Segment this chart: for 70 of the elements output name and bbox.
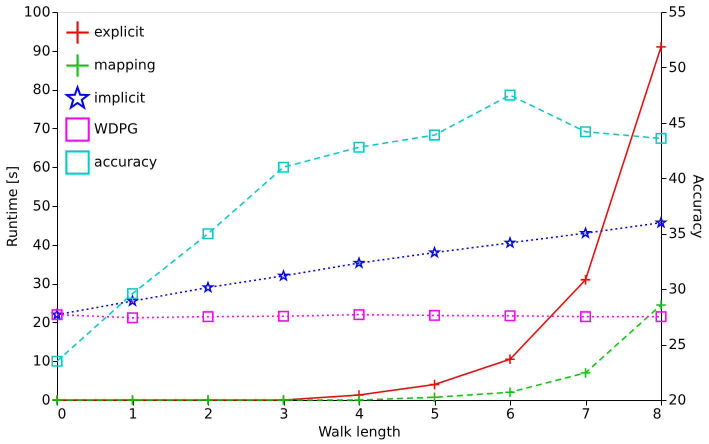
point: [429, 378, 440, 390]
y2-axis-title: Accuracy: [689, 174, 706, 238]
point: [656, 132, 666, 144]
y2-tick-label: 25: [668, 337, 686, 354]
y-tick-label: 80: [32, 82, 50, 98]
point: [278, 162, 289, 173]
point: [354, 258, 364, 268]
x-tick-label: 7: [582, 406, 590, 422]
y2-tick-label: 55: [668, 4, 686, 20]
point: [429, 247, 440, 258]
y-tick-label: 10: [32, 354, 50, 370]
point: [429, 392, 440, 403]
point: [429, 310, 440, 321]
point: [127, 312, 138, 324]
point: [202, 228, 214, 240]
y-tick-label: 100: [24, 4, 50, 20]
point: [52, 356, 62, 367]
y2-tick-label: 35: [668, 226, 686, 242]
y2-tick-label: 30: [668, 282, 686, 298]
y-tick-label: 50: [32, 198, 50, 214]
legend-label: explicit: [94, 24, 145, 40]
point: [202, 282, 214, 292]
point: [504, 237, 516, 248]
x-axis-title: Walk length: [318, 424, 401, 440]
point: [504, 354, 516, 365]
point: [580, 126, 591, 138]
y-tick-label: 60: [32, 160, 50, 176]
legend-label: implicit: [94, 90, 146, 106]
legend-label: mapping: [94, 58, 156, 74]
y2-tick-label: 40: [668, 170, 686, 187]
point: [656, 217, 666, 228]
y2-tick-label: 45: [668, 115, 686, 132]
y-tick-label: 30: [32, 276, 50, 292]
y-axis-title: Runtime [s]: [4, 166, 21, 248]
x-tick-label: 1: [128, 406, 138, 422]
point: [354, 142, 364, 153]
point: [127, 288, 138, 300]
point: [656, 41, 666, 52]
point: [202, 311, 214, 322]
x-tick-label: 4: [355, 406, 364, 422]
y-tick-label: 0: [42, 392, 50, 408]
point: [504, 90, 516, 101]
point: [580, 228, 591, 238]
y-tick-label: 70: [32, 120, 50, 137]
point: [354, 394, 364, 406]
y-tick-label: 40: [32, 237, 50, 254]
y2-tick-label: 50: [668, 60, 686, 76]
y-tick-label: 20: [32, 314, 50, 331]
point: [656, 299, 666, 310]
x-tick-label: 5: [430, 406, 440, 422]
x-tick-label: 3: [280, 406, 288, 422]
point: [127, 296, 138, 306]
point: [429, 130, 440, 141]
point: [504, 310, 516, 322]
y-tick-label: 90: [32, 43, 50, 60]
point: [580, 311, 591, 322]
x-tick-label: 6: [506, 406, 516, 422]
x-tick-label: 2: [204, 406, 213, 422]
y2-tick-label: 20: [668, 392, 686, 408]
point: [656, 311, 666, 322]
x-tick-label: 0: [58, 406, 66, 422]
point: [278, 310, 289, 322]
point: [580, 367, 591, 378]
point: [580, 274, 591, 286]
point: [354, 309, 364, 320]
x-tick-label: 8: [652, 406, 662, 422]
legend-label: WDPG: [94, 122, 138, 138]
legend-label: accuracy: [94, 154, 158, 170]
point: [278, 270, 289, 280]
point: [504, 386, 516, 398]
